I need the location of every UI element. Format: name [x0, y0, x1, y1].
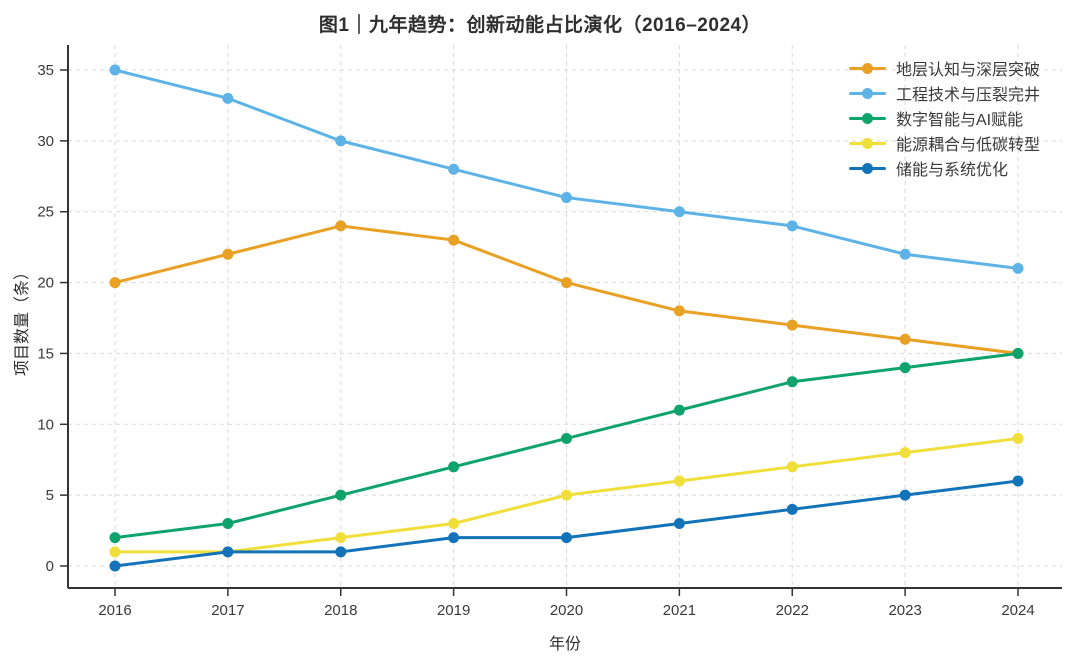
- data-point-marker: [335, 532, 347, 544]
- data-point-marker: [786, 503, 798, 515]
- x-axis-label: 年份: [548, 636, 581, 653]
- legend-item-label: 能源耦合与低碳转型: [896, 137, 1041, 154]
- y-tick-label: 5: [46, 487, 54, 504]
- data-point-marker: [673, 305, 685, 317]
- legend-item-label: 数字智能与AI赋能: [896, 112, 1024, 129]
- data-point-marker: [222, 248, 234, 260]
- y-tick-label: 25: [37, 204, 54, 221]
- data-point-marker: [1012, 432, 1024, 444]
- x-tick-label: 2020: [550, 602, 583, 619]
- data-point-marker: [222, 92, 234, 104]
- data-point-marker: [335, 135, 347, 147]
- data-point-marker: [673, 475, 685, 487]
- data-point-marker: [222, 517, 234, 529]
- legend-item-label: 地层认知与深层突破: [896, 62, 1041, 79]
- data-point-marker: [109, 546, 121, 558]
- chart-title: 图1｜九年趋势：创新动能占比演化（2016–2024）: [318, 15, 762, 36]
- data-point-marker: [899, 489, 911, 501]
- legend-marker-icon: [849, 109, 886, 127]
- data-point-marker: [448, 234, 460, 246]
- data-point-marker: [448, 163, 460, 175]
- data-point-marker: [448, 461, 460, 473]
- data-point-marker: [335, 489, 347, 501]
- y-axis-label: 项目数量（条）: [14, 264, 31, 377]
- legend-marker-icon: [849, 134, 886, 152]
- data-point-marker: [109, 560, 121, 572]
- x-tick-label: 2023: [888, 602, 921, 619]
- legend-item: 储能与系统优化: [849, 159, 1040, 179]
- chart-legend: 地层认知与深层突破 工程技术与压裂完井 数字智能与AI赋能 能源耦合与低碳转型 储能与系…: [849, 59, 1041, 179]
- data-point-marker: [1012, 475, 1024, 487]
- x-tick-label: 2016: [98, 602, 131, 619]
- data-point-marker: [786, 220, 798, 232]
- x-tick-label: 2018: [324, 602, 357, 619]
- data-point-marker: [899, 248, 911, 260]
- legend-item-label: 储能与系统优化: [896, 162, 1009, 179]
- x-tick-label: 2022: [776, 602, 809, 619]
- legend-item: 地层认知与深层突破: [849, 59, 1041, 79]
- data-point-marker: [786, 319, 798, 331]
- data-point-marker: [109, 64, 121, 76]
- data-point-marker: [561, 432, 572, 444]
- y-tick-label: 20: [37, 275, 54, 292]
- legend-item-label: 工程技术与压裂完井: [896, 87, 1041, 104]
- data-point-marker: [448, 532, 460, 544]
- data-point-marker: [222, 546, 234, 558]
- data-point-marker: [561, 192, 572, 204]
- y-tick-label: 10: [37, 416, 54, 433]
- data-point-marker: [561, 532, 572, 544]
- y-tick-label: 0: [46, 558, 54, 575]
- data-point-marker: [561, 277, 572, 289]
- data-point-marker: [561, 489, 572, 501]
- x-tick-label: 2017: [211, 602, 244, 619]
- data-point-marker: [786, 376, 798, 388]
- y-tick-label: 35: [37, 62, 54, 79]
- legend-marker-icon: [849, 84, 886, 102]
- legend-item: 数字智能与AI赋能: [849, 109, 1040, 129]
- data-point-marker: [899, 362, 911, 374]
- data-point-marker: [448, 517, 460, 529]
- data-point-marker: [673, 517, 685, 529]
- legend-marker-icon: [849, 59, 886, 77]
- data-point-marker: [786, 461, 798, 473]
- x-tick-label: 2024: [1001, 602, 1034, 619]
- data-point-marker: [1012, 347, 1024, 359]
- x-tick-label: 2019: [437, 602, 470, 619]
- x-tick-label: 2021: [663, 602, 696, 619]
- legend-marker-icon: [849, 159, 886, 177]
- data-point-marker: [109, 277, 121, 289]
- data-point-marker: [673, 404, 685, 416]
- data-point-marker: [899, 333, 911, 345]
- data-point-marker: [1012, 262, 1024, 274]
- y-tick-label: 30: [37, 133, 54, 150]
- legend-item: 能源耦合与低碳转型: [849, 134, 1041, 154]
- legend-item: 工程技术与压裂完井: [849, 84, 1041, 104]
- data-point-marker: [109, 532, 121, 544]
- data-point-marker: [673, 206, 685, 218]
- data-point-marker: [899, 447, 911, 459]
- y-tick-label: 15: [37, 345, 54, 362]
- data-point-marker: [335, 220, 347, 232]
- data-point-marker: [335, 546, 347, 558]
